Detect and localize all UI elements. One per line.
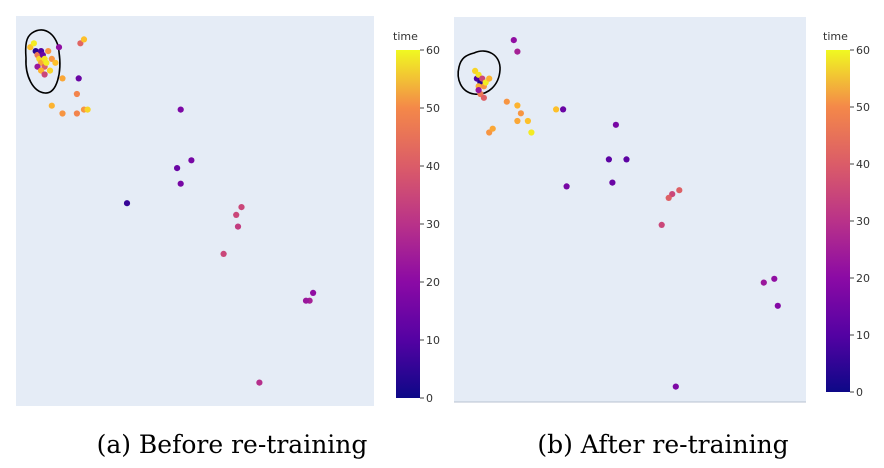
colorbar-tick-label: 60: [426, 44, 440, 57]
scatter-point: [514, 48, 521, 55]
cluster-outline-after: [457, 50, 501, 95]
scatter-point: [605, 156, 613, 163]
scatter-point: [760, 279, 767, 286]
scatter-point: [310, 289, 317, 296]
scatter-point: [510, 37, 517, 44]
colorbar-title-after: time: [823, 30, 848, 43]
colorbar-ticks-after: 0 10 20 30 40 50 60: [850, 44, 870, 399]
scatter-point: [73, 90, 80, 98]
scatter-point: [80, 36, 88, 43]
scatter-point: [256, 379, 263, 386]
scatter-point: [623, 156, 630, 163]
scatter-point: [528, 129, 535, 136]
scatter-point: [27, 44, 34, 51]
colorbar-ticks-before: 0 10 20 30 40 50 60: [420, 44, 440, 405]
colorbar-before: [396, 50, 420, 398]
colorbar-tick-label: 20: [856, 272, 870, 285]
scatter-point: [676, 187, 683, 194]
colorbar-title-before: time: [393, 30, 418, 43]
scatter-point: [177, 106, 184, 113]
scatter-point: [612, 121, 620, 128]
scatter-point: [123, 200, 131, 207]
colorbar-tick-label: 30: [426, 218, 440, 231]
scatter-points-after: [472, 37, 781, 390]
colorbar-tick-label: 60: [856, 44, 870, 57]
scatter-point: [55, 44, 63, 51]
scatter-point: [486, 75, 493, 82]
scatter-point: [563, 183, 570, 190]
colorbar-tick-label: 0: [426, 392, 433, 405]
scatter-point: [73, 110, 80, 117]
scatter-point: [514, 102, 521, 109]
scatter-point: [45, 48, 52, 55]
colorbar-tick-label: 40: [426, 160, 440, 173]
scatter-point: [489, 125, 496, 132]
colorbar-tick-label: 10: [856, 329, 870, 342]
plot-area-before: [16, 16, 374, 406]
panel-after: time 0 10 20 30 40 50 60 (b) After re-training: [454, 17, 870, 459]
scatter-point: [48, 55, 55, 63]
colorbar-tick-label: 0: [856, 386, 863, 399]
caption-before: (a) Before re-training: [97, 430, 368, 459]
scatter-point: [188, 157, 195, 164]
scatter-point: [524, 117, 532, 125]
scatter-point: [517, 110, 525, 117]
scatter-point: [771, 275, 778, 282]
scatter-point: [48, 102, 55, 109]
scatter-point: [177, 180, 184, 187]
scatter-point: [475, 87, 482, 94]
scatter-point: [233, 211, 240, 218]
scatter-point: [658, 221, 665, 228]
scatter-point: [234, 223, 242, 230]
colorbar-tick-label: 20: [426, 276, 440, 289]
scatter-point: [41, 71, 48, 78]
colorbar-tick-label: 50: [426, 102, 440, 115]
colorbar-tick-label: 10: [426, 334, 440, 347]
scatter-point: [75, 75, 82, 82]
scatter-point: [665, 194, 672, 201]
scatter-point: [43, 59, 50, 66]
scatter-point: [34, 63, 41, 70]
scatter-point: [174, 165, 181, 172]
scatter-point: [503, 98, 510, 105]
scatter-point: [302, 297, 310, 304]
scatter-point: [480, 94, 487, 101]
scatter-point: [30, 40, 37, 47]
scatter-point: [774, 302, 781, 309]
scatter-point: [609, 179, 616, 186]
scatter-points-before: [27, 36, 317, 386]
scatter-point: [560, 106, 567, 113]
caption-after: (b) After re-training: [537, 430, 788, 459]
colorbar-tick-label: 40: [856, 158, 870, 171]
scatter-point: [52, 59, 59, 66]
scatter-point: [77, 40, 84, 47]
panel-before: time 0 10 20 30 40 50 60 (a) Before re-trainin…: [16, 16, 440, 459]
scatter-point: [553, 106, 560, 113]
colorbar-tick-label: 50: [856, 101, 870, 114]
scatter-point: [220, 250, 227, 257]
plot-area-after: [454, 17, 806, 402]
scatter-point: [84, 106, 91, 113]
scatter-point: [59, 110, 66, 117]
scatter-point: [46, 67, 54, 74]
colorbar-after: [826, 50, 850, 392]
scatter-point: [672, 383, 679, 390]
scatter-point: [238, 204, 245, 211]
scatter-point: [59, 75, 66, 82]
scatter-point: [514, 117, 521, 125]
cluster-outline-before: [24, 29, 61, 94]
colorbar-tick-label: 30: [856, 215, 870, 228]
